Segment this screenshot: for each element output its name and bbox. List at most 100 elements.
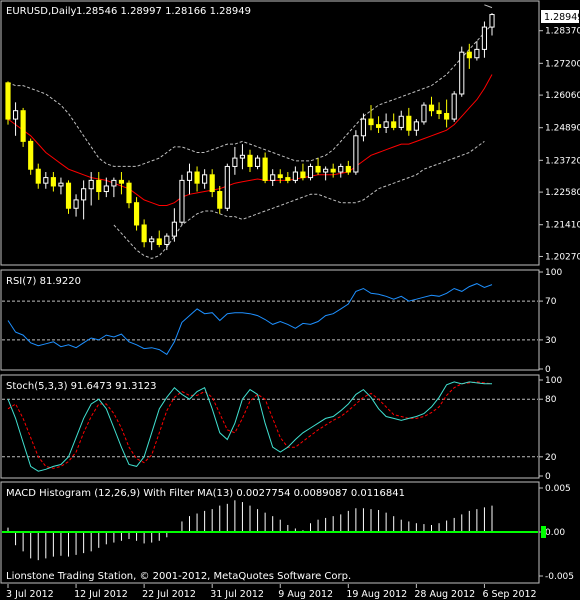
- candle-body: [43, 177, 49, 184]
- time-tick-label: 12 Jul 2012: [74, 589, 128, 600]
- rsi-axis-tick-label: 0: [545, 365, 551, 375]
- candle-body: [5, 82, 11, 120]
- time-axis: 3 Jul 2012 12 Jul 2012 22 Jul 2012 31 Jul 2…: [6, 584, 537, 600]
- stoch-label: Stoch(5,3,3) 91.6473 91.3123: [6, 381, 157, 392]
- candle-body: [239, 154, 246, 159]
- candle-body: [156, 238, 162, 245]
- copyright-text: Lionstone Trading Station, © 2001-2012, …: [6, 571, 351, 582]
- time-tick-label: 31 Jul 2012: [210, 589, 264, 600]
- macd-panel[interactable]: MACD Histogram (12,26,9) With Filter MA(…: [0, 481, 574, 584]
- candle-body: [247, 154, 253, 167]
- candle-body: [118, 179, 125, 184]
- price-axis-tick-label: 1.24890: [545, 124, 580, 134]
- candle-body: [103, 185, 109, 193]
- candle-body: [338, 165, 344, 173]
- candle-body: [179, 179, 185, 223]
- time-tick-label: 3 Jul 2012: [6, 589, 54, 600]
- candle-body: [323, 168, 329, 173]
- candle-body: [398, 115, 404, 128]
- time-tick-label: 19 Aug 2012: [346, 589, 407, 600]
- rsi-axis-tick-label: 30: [545, 336, 557, 346]
- ohlc-readout: 1.28546 1.28997 1.28166 1.28949: [76, 6, 251, 17]
- stoch-signal-line: [7, 381, 493, 469]
- time-tick-label: 9 Aug 2012: [278, 589, 333, 600]
- price-axis-tick-label: 1.22580: [545, 188, 580, 198]
- candle-body: [133, 202, 140, 226]
- candle-body: [217, 191, 223, 209]
- stoch-panel[interactable]: Stoch(5,3,3) 91.6473 91.3123 100 80 20 0: [0, 374, 562, 482]
- time-tick-label: 22 Jul 2012: [142, 589, 196, 600]
- candle-body: [111, 179, 117, 187]
- rsi-plot-area: [2, 283, 538, 356]
- candle-body: [436, 110, 442, 114]
- candle-body: [28, 140, 34, 170]
- stoch-axis: 100 80 20 0: [539, 376, 562, 482]
- price-axis-tick-label: 1.23720: [545, 156, 580, 166]
- rsi-line: [7, 283, 493, 356]
- candle-body: [186, 171, 193, 181]
- candle-body: [149, 238, 155, 243]
- candle-body: [88, 179, 94, 190]
- rsi-panel-frame: [0, 269, 540, 371]
- candle-body: [368, 118, 374, 126]
- candle-body: [96, 179, 102, 193]
- price-axis-tick-label: 1.26060: [545, 91, 580, 101]
- rsi-axis-tick-label: 100: [545, 268, 562, 278]
- stoch-axis-tick-label: 80: [545, 395, 557, 405]
- candle-body: [209, 174, 215, 193]
- candle-body: [481, 26, 488, 50]
- stoch-axis-tick-label: 20: [545, 453, 557, 463]
- macd-axis-tick-label: 0.00: [545, 528, 565, 538]
- price-panel-title: EURUSD,Daily: [6, 6, 77, 17]
- stoch-plot-area: [2, 381, 538, 472]
- candle-body: [451, 93, 457, 120]
- time-tick-label: 6 Sep 2012: [482, 589, 536, 600]
- candle-body: [254, 157, 261, 167]
- rsi-label: RSI(7) 81.9220: [6, 276, 81, 287]
- macd-level-marker: [541, 526, 546, 538]
- last-price-tag: 1.28949: [544, 12, 580, 23]
- candle-body: [353, 135, 359, 173]
- candle-body: [171, 221, 177, 237]
- bollinger-upper-line: [7, 23, 493, 167]
- candle-body: [315, 165, 321, 173]
- candle-body: [444, 112, 450, 120]
- candle-body: [141, 224, 147, 243]
- last-price-tag-box: [541, 10, 579, 23]
- candle-body: [50, 177, 56, 187]
- candle-body: [406, 115, 412, 131]
- candle-body: [35, 168, 41, 184]
- price-axis-tick-label: 1.21410: [545, 221, 580, 231]
- candle-body: [330, 168, 336, 173]
- candle-body: [20, 110, 26, 142]
- candle-body: [194, 171, 200, 184]
- candle-body: [73, 199, 79, 209]
- candle-body: [224, 165, 230, 209]
- stoch-axis-tick-label: 100: [545, 376, 562, 386]
- candle-body: [232, 157, 238, 167]
- candle-body: [285, 177, 291, 181]
- candle-body: [466, 51, 472, 59]
- rsi-axis-tick-label: 70: [545, 297, 557, 307]
- time-tick-label: 28 Aug 2012: [414, 589, 475, 600]
- candle-body: [12, 110, 19, 120]
- rsi-panel[interactable]: RSI(7) 81.9220 100 70 30 0: [0, 268, 562, 375]
- candle-body: [270, 174, 276, 181]
- bollinger-middle-line: [484, 4, 493, 9]
- macd-axis-tick-label: 0.005: [545, 484, 571, 494]
- candle-body: [262, 157, 268, 181]
- price-axis-tick-label: 1.20270: [545, 252, 580, 262]
- price-axis: 1.28370 1.27200 1.26060 1.24890 1.23720 1.225…: [539, 27, 580, 262]
- candle-body: [383, 121, 389, 128]
- price-axis-tick-label: 1.27200: [545, 59, 580, 69]
- moving-average-line: [7, 74, 493, 206]
- stoch-main-line: [7, 381, 492, 472]
- macd-axis: 0.005 0.00 -0.005: [539, 484, 574, 582]
- candle-body: [202, 174, 208, 184]
- candle-body: [65, 182, 72, 209]
- candle-body: [360, 118, 367, 137]
- candle-body: [300, 171, 306, 179]
- price-panel[interactable]: EURUSD,Daily 1.28546 1.28997 1.28166 1.2…: [0, 0, 580, 266]
- candle-body: [292, 171, 298, 181]
